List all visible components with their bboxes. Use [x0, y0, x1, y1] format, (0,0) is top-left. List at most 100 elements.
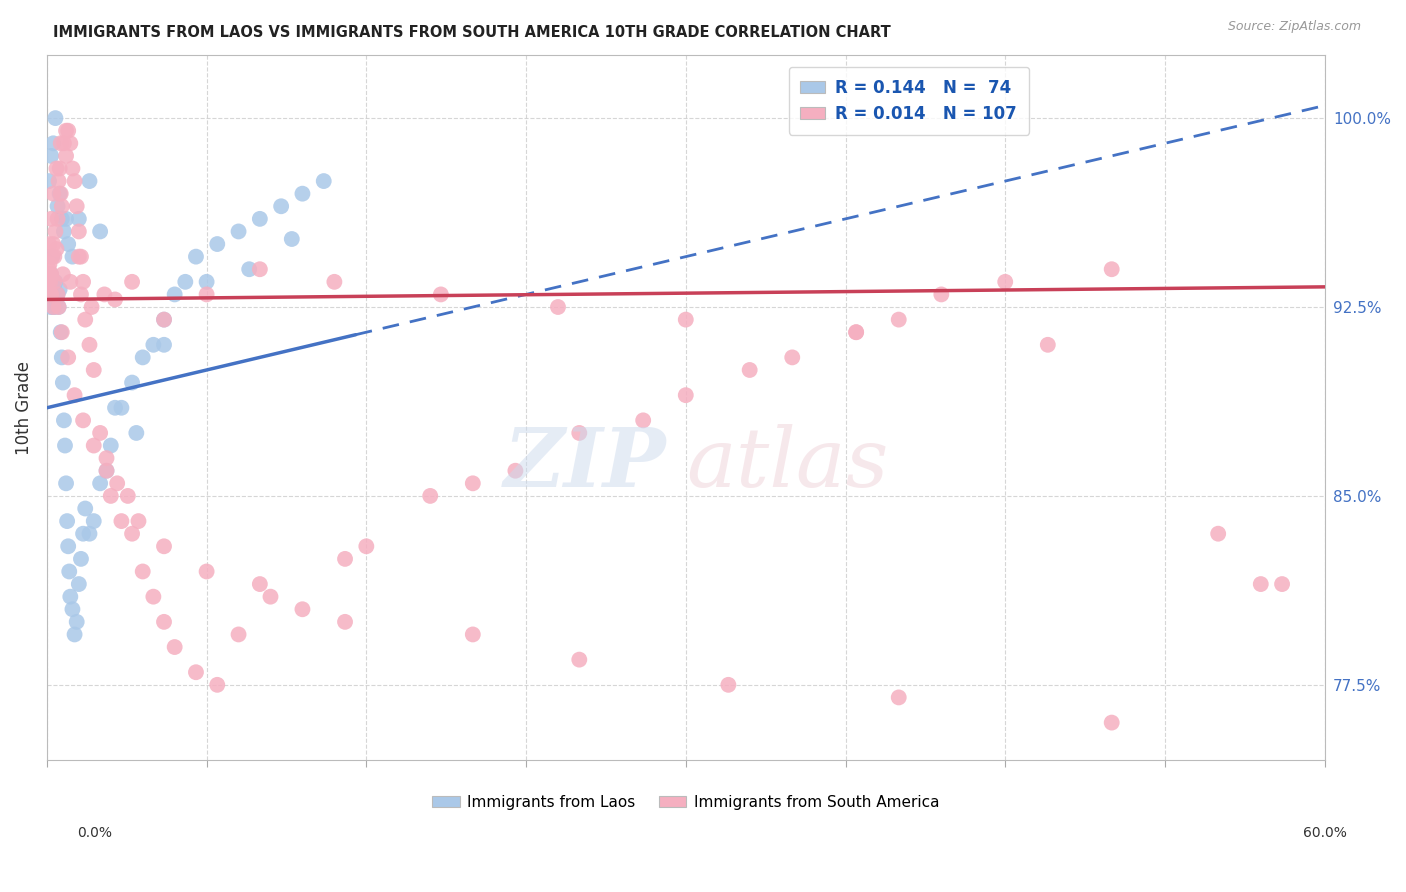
- Point: [323, 275, 346, 289]
- Point: [461, 476, 484, 491]
- Point: [48, 282, 70, 296]
- Point: [110, 514, 132, 528]
- Point: [39, 211, 62, 226]
- Point: [104, 401, 127, 415]
- Point: [45, 242, 67, 256]
- Point: [51, 211, 73, 226]
- Point: [1101, 715, 1123, 730]
- Point: [51, 351, 73, 365]
- Point: [38, 174, 60, 188]
- Point: [249, 577, 271, 591]
- Point: [70, 552, 93, 566]
- Point: [44, 275, 66, 289]
- Point: [845, 325, 868, 339]
- Point: [62, 250, 84, 264]
- Point: [56, 351, 79, 365]
- Point: [39, 287, 62, 301]
- Point: [37, 287, 59, 301]
- Point: [51, 325, 73, 339]
- Point: [132, 565, 155, 579]
- Point: [67, 250, 90, 264]
- Point: [56, 124, 79, 138]
- Point: [291, 602, 314, 616]
- Point: [249, 211, 271, 226]
- Point: [63, 174, 86, 188]
- Point: [49, 325, 72, 339]
- Point: [63, 627, 86, 641]
- Point: [228, 224, 250, 238]
- Point: [42, 300, 65, 314]
- Point: [1101, 262, 1123, 277]
- Point: [153, 312, 176, 326]
- Point: [39, 149, 62, 163]
- Point: [153, 539, 176, 553]
- Point: [121, 376, 143, 390]
- Point: [67, 224, 90, 238]
- Point: [38, 237, 60, 252]
- Point: [931, 287, 953, 301]
- Point: [56, 539, 79, 553]
- Point: [48, 186, 70, 201]
- Point: [887, 690, 910, 705]
- Point: [58, 565, 80, 579]
- Point: [105, 476, 128, 491]
- Point: [505, 464, 527, 478]
- Point: [89, 224, 111, 238]
- Point: [55, 124, 77, 138]
- Point: [568, 653, 591, 667]
- Point: [83, 438, 105, 452]
- Point: [56, 514, 79, 528]
- Point: [44, 250, 66, 264]
- Point: [121, 526, 143, 541]
- Point: [46, 199, 69, 213]
- Point: [39, 287, 62, 301]
- Point: [1036, 338, 1059, 352]
- Point: [1206, 526, 1229, 541]
- Point: [79, 174, 101, 188]
- Text: 0.0%: 0.0%: [77, 826, 112, 839]
- Point: [38, 275, 60, 289]
- Point: [46, 287, 69, 301]
- Point: [44, 275, 66, 289]
- Point: [44, 282, 66, 296]
- Point: [52, 376, 75, 390]
- Point: [56, 237, 79, 252]
- Point: [259, 590, 281, 604]
- Point: [38, 282, 60, 296]
- Point: [845, 325, 868, 339]
- Point: [42, 136, 65, 151]
- Point: [356, 539, 378, 553]
- Point: [238, 262, 260, 277]
- Point: [195, 275, 218, 289]
- Point: [45, 161, 67, 176]
- Point: [228, 627, 250, 641]
- Point: [153, 615, 176, 629]
- Point: [75, 312, 97, 326]
- Point: [717, 678, 740, 692]
- Point: [104, 293, 127, 307]
- Point: [41, 287, 63, 301]
- Point: [38, 262, 60, 277]
- Point: [39, 287, 62, 301]
- Point: [675, 388, 697, 402]
- Point: [207, 237, 229, 252]
- Point: [67, 211, 90, 226]
- Point: [39, 267, 62, 281]
- Point: [994, 275, 1017, 289]
- Point: [89, 425, 111, 440]
- Point: [110, 401, 132, 415]
- Point: [142, 590, 165, 604]
- Legend: Immigrants from Laos, Immigrants from South America: Immigrants from Laos, Immigrants from So…: [426, 789, 945, 816]
- Point: [80, 300, 103, 314]
- Point: [44, 300, 66, 314]
- Point: [547, 300, 569, 314]
- Point: [153, 312, 176, 326]
- Point: [42, 300, 65, 314]
- Point: [675, 312, 697, 326]
- Point: [127, 514, 149, 528]
- Point: [66, 199, 89, 213]
- Point: [49, 186, 72, 201]
- Point: [39, 267, 62, 281]
- Point: [49, 136, 72, 151]
- Point: [100, 489, 122, 503]
